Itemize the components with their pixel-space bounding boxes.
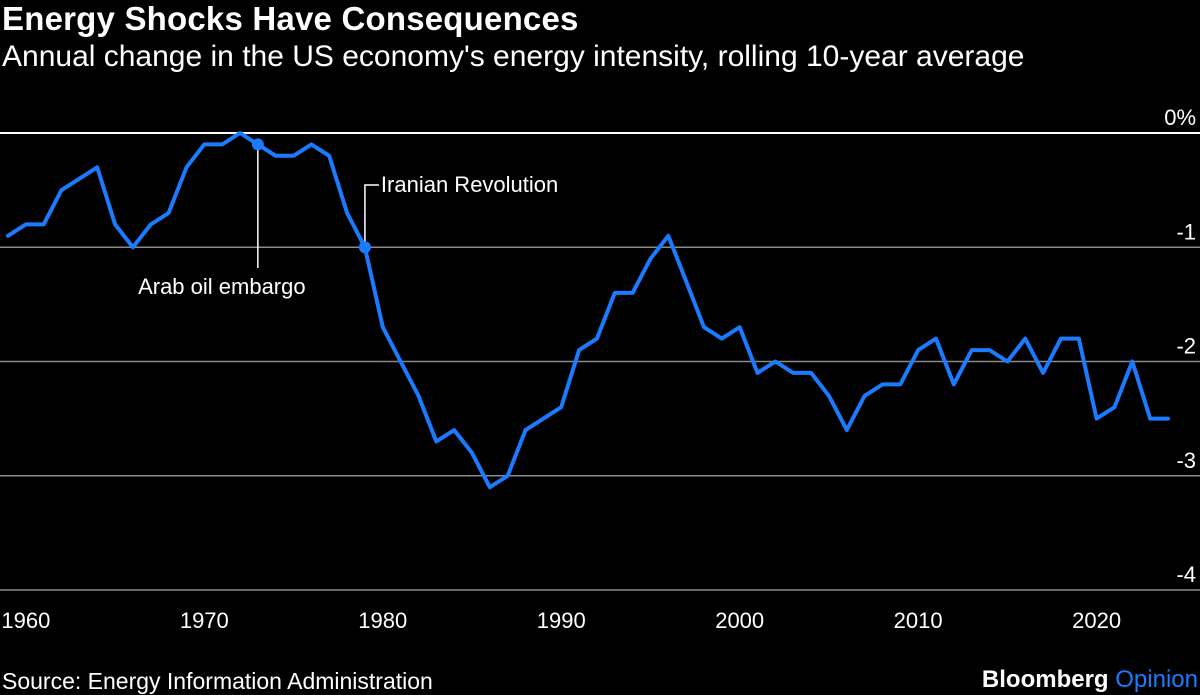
annotation-marker — [251, 138, 264, 151]
brand-main: Bloomberg — [981, 666, 1109, 693]
x-axis-ticks: 1960 1970 1980 1990 2000 2010 2020 — [1, 608, 1121, 633]
chart-title: Energy Shocks Have Consequences — [2, 0, 579, 37]
x-tick-label: 2010 — [894, 608, 943, 633]
x-tick-label: 1980 — [358, 608, 407, 633]
brand-accent: Opinion — [1115, 666, 1198, 693]
grid-lines — [0, 132, 1200, 591]
annotation-label: Arab oil embargo — [138, 274, 306, 299]
x-tick-label: 1990 — [537, 608, 586, 633]
y-tick-label: -3 — [1176, 448, 1196, 473]
series-line — [6, 131, 1170, 490]
annotation-marker — [358, 241, 371, 254]
y-axis-ticks: 0% -1 -2 -3 -4 — [1164, 105, 1196, 587]
series-group — [6, 131, 1170, 490]
annotations-group: Arab oil embargo Iranian Revolution — [138, 138, 558, 299]
x-tick-label: 2000 — [715, 608, 764, 633]
x-tick-label: 1970 — [180, 608, 229, 633]
y-tick-label: -1 — [1176, 219, 1196, 244]
x-tick-label: 2020 — [1072, 608, 1121, 633]
bloomberg-opinion-logo: Bloomberg Opinion — [982, 666, 1198, 694]
y-tick-label: -2 — [1176, 334, 1196, 359]
x-tick-label: 1960 — [1, 608, 50, 633]
annotation-leader — [364, 184, 379, 248]
source-note: Source: Energy Information Administratio… — [2, 668, 433, 694]
annotation-label: Iranian Revolution — [381, 172, 558, 197]
y-tick-label: 0% — [1164, 105, 1196, 130]
y-tick-label: -4 — [1176, 562, 1196, 587]
chart-subtitle: Annual change in the US economy's energy… — [2, 40, 1025, 73]
